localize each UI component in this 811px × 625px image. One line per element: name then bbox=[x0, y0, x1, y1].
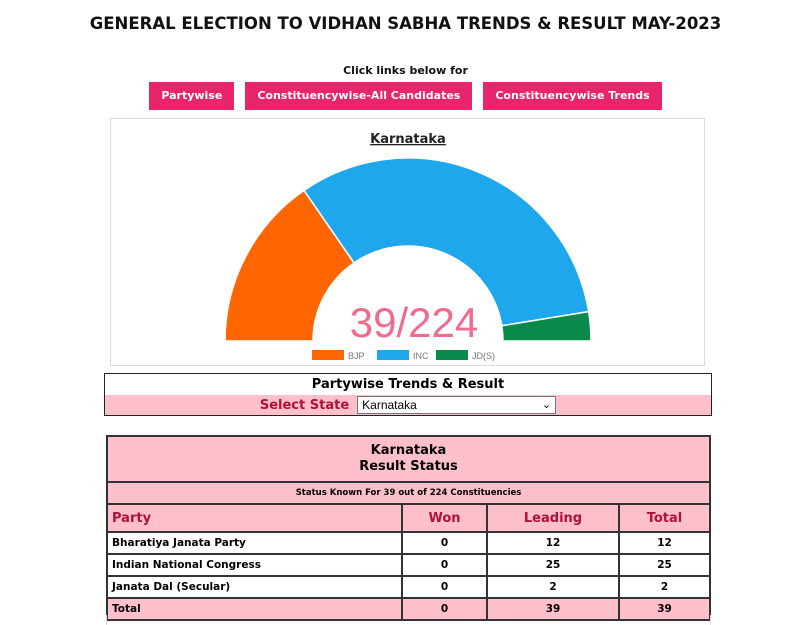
constituencywise-trends-link[interactable]: Constituencywise Trends bbox=[483, 82, 662, 110]
result-table-heading: Karnataka Result Status bbox=[106, 435, 711, 483]
partywise-link[interactable]: Partywise bbox=[149, 82, 235, 110]
party-name: Indian National Congress bbox=[106, 553, 403, 577]
slice-inc[interactable] bbox=[303, 157, 590, 327]
links-caption: Click links below for bbox=[343, 64, 468, 77]
status-line: Status Known For 39 out of 224 Constitue… bbox=[106, 481, 711, 505]
won-count: 0 bbox=[401, 575, 488, 599]
total-label: Total bbox=[106, 597, 403, 621]
total-row: Total 0 39 39 bbox=[106, 597, 711, 621]
won-count: 0 bbox=[401, 531, 488, 555]
total-count: 12 bbox=[618, 531, 711, 555]
result-status-heading: Result Status bbox=[359, 459, 458, 474]
select-state-label: Select State bbox=[259, 397, 350, 413]
legend-label-bjp[interactable]: BJP bbox=[348, 351, 365, 361]
col-leading: Leading bbox=[486, 503, 620, 533]
legend-label-inc[interactable]: INC bbox=[413, 351, 429, 361]
legend-swatch-jds[interactable] bbox=[436, 350, 468, 360]
table-row: Bharatiya Janata Party 0 12 12 bbox=[106, 531, 711, 555]
trends-panel: Partywise Trends & Result Select State K… bbox=[104, 373, 712, 416]
leading-count: 2 bbox=[486, 575, 620, 599]
slice-jds[interactable] bbox=[500, 310, 592, 342]
trends-title: Partywise Trends & Result bbox=[311, 377, 505, 392]
total-total: 39 bbox=[618, 597, 711, 621]
total-count: 25 bbox=[618, 553, 711, 577]
legend-swatch-bjp[interactable] bbox=[312, 350, 344, 360]
page-title: GENERAL ELECTION TO VIDHAN SABHA TRENDS … bbox=[89, 14, 722, 33]
won-count: 0 bbox=[401, 553, 488, 577]
result-table: Karnataka Result Status Status Known For… bbox=[106, 435, 711, 621]
state-select-row: Select State Karnataka ⌄ bbox=[105, 395, 711, 415]
bottom-frame bbox=[106, 615, 711, 625]
table-row: Janata Dal (Secular) 0 2 2 bbox=[106, 575, 711, 599]
legend-swatch-inc[interactable] bbox=[377, 350, 409, 360]
chart-title: Karnataka bbox=[370, 132, 446, 147]
leading-count: 12 bbox=[486, 531, 620, 555]
col-party: Party bbox=[106, 503, 403, 533]
total-count: 2 bbox=[618, 575, 711, 599]
chevron-down-icon: ⌄ bbox=[541, 399, 552, 411]
legend-label-jds[interactable]: JD(S) bbox=[472, 351, 495, 361]
column-header-row: Party Won Leading Total bbox=[106, 503, 711, 533]
table-row: Indian National Congress 0 25 25 bbox=[106, 553, 711, 577]
col-total: Total bbox=[618, 503, 711, 533]
party-name: Bharatiya Janata Party bbox=[106, 531, 403, 555]
link-bar: Partywise Constituencywise-All Candidate… bbox=[0, 82, 811, 110]
total-won: 0 bbox=[401, 597, 488, 621]
chart-panel: Karnataka 39/224 BJP INC JD(S) bbox=[110, 118, 705, 366]
party-name: Janata Dal (Secular) bbox=[106, 575, 403, 599]
col-won: Won bbox=[401, 503, 488, 533]
result-state-name: Karnataka bbox=[370, 443, 447, 458]
state-select[interactable]: Karnataka ⌄ bbox=[357, 396, 557, 414]
state-select-value: Karnataka bbox=[362, 398, 417, 412]
half-donut-chart: Karnataka 39/224 BJP INC JD(S) bbox=[224, 132, 592, 361]
constituencywise-all-candidates-link[interactable]: Constituencywise-All Candidates bbox=[245, 82, 473, 110]
chart-center-label: 39/224 bbox=[350, 299, 478, 346]
total-leading: 39 bbox=[486, 597, 620, 621]
leading-count: 25 bbox=[486, 553, 620, 577]
